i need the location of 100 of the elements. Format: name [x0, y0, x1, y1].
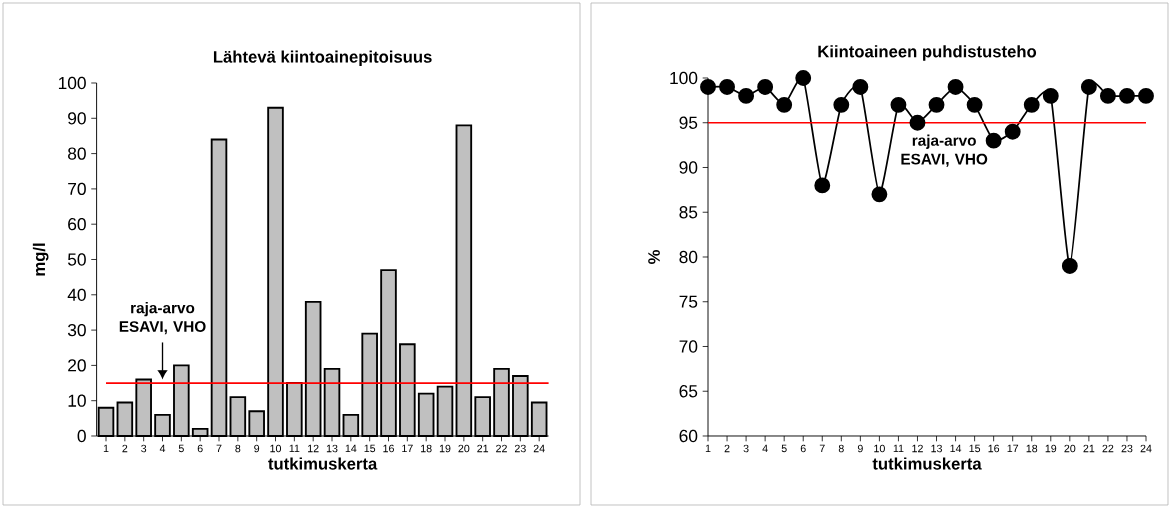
x-tick-label: 18: [421, 444, 432, 453]
x-tick-label: 11: [289, 444, 300, 453]
x-tick-label: 14: [950, 444, 962, 453]
point: [1023, 96, 1040, 113]
point: [814, 177, 831, 194]
x-tick-label: 21: [477, 444, 489, 453]
x-tick-label: 1: [103, 444, 109, 453]
point: [890, 96, 907, 113]
y-tick-label: 50: [67, 253, 86, 266]
x-tick-label: 23: [1121, 444, 1133, 453]
y-axis-title: mg/l: [32, 243, 49, 276]
x-tick-label: 12: [912, 444, 923, 453]
y-tick-label: 95: [679, 116, 698, 129]
x-tick-label: 16: [988, 444, 1000, 453]
x-tick-label: 5: [781, 444, 787, 453]
y-tick-label: 80: [68, 147, 86, 160]
y-axis-title: %: [648, 250, 660, 264]
point: [928, 96, 945, 113]
point: [795, 70, 812, 86]
x-tick-label: 22: [1102, 444, 1114, 453]
point: [1099, 87, 1116, 104]
point: [719, 79, 735, 95]
x-tick-label: 10: [270, 444, 282, 453]
point: [833, 96, 850, 113]
point: [776, 96, 793, 113]
y-tick-label: 10: [68, 394, 86, 407]
x-tick-label: 24: [1140, 444, 1152, 453]
point: [852, 79, 869, 95]
x-tick-label: 13: [931, 444, 942, 453]
x-tick-label: 9: [254, 444, 260, 453]
y-tick-label: 30: [67, 323, 86, 337]
point: [1004, 123, 1021, 140]
y-tick-label: 80: [679, 250, 698, 264]
x-tick-label: 4: [762, 444, 768, 453]
y-tick-label: 70: [679, 340, 698, 353]
x-tick-label: 7: [216, 444, 222, 453]
x-tick-label: 16: [383, 444, 394, 453]
y-tick-label: 0: [77, 429, 86, 443]
x-tick-label: 19: [439, 444, 451, 453]
y-tick-label: 60: [679, 429, 698, 443]
x-tick-label: 21: [1083, 444, 1095, 453]
x-tick-label: 4: [159, 444, 166, 453]
y-tick-label: 75: [679, 295, 698, 308]
x-tick-label: 19: [1045, 444, 1057, 453]
x-tick-label: 2: [122, 444, 128, 453]
x-tick-label: 11: [893, 444, 904, 453]
point: [985, 132, 1002, 149]
x-tick-label: 3: [743, 444, 749, 453]
x-tick-label: 13: [326, 444, 338, 453]
y-tick-label: 70: [68, 182, 86, 196]
point: [966, 96, 983, 113]
y-tick-label: 100: [58, 76, 86, 90]
x-tick-label: 10: [874, 444, 885, 453]
point: [757, 79, 774, 95]
x-tick-label: 9: [857, 444, 863, 453]
point: [738, 87, 755, 104]
x-tick-label: 2: [724, 444, 730, 453]
point: [1080, 79, 1097, 95]
point: [1138, 87, 1154, 104]
x-tick-label: 17: [1007, 444, 1019, 453]
x-tick-label: 14: [345, 444, 357, 453]
y-tick-label: 90: [68, 112, 86, 125]
x-tick-label: 5: [178, 444, 184, 453]
x-tick-label: 1: [705, 444, 711, 453]
annotation: raja-arvo ESAVI, VHO: [119, 302, 206, 335]
x-tick-label: 3: [141, 444, 147, 453]
y-tick-label: 20: [68, 359, 86, 372]
x-tick-label: 6: [197, 444, 203, 453]
point: [909, 114, 926, 131]
x-tick-label: 18: [1026, 444, 1038, 453]
x-tick-label: 24: [533, 444, 545, 453]
ref-line-label: raja-arvo ESAVI, VHO: [901, 134, 988, 167]
chart-title: Kiintoaineen puhdistusteho: [818, 45, 1037, 61]
x-axis-title: tutkimuskerta: [268, 457, 378, 470]
y-tick-label: 100: [670, 71, 698, 85]
x-tick-label: 17: [402, 444, 413, 453]
point: [1042, 87, 1059, 104]
x-tick-label: 15: [364, 444, 376, 453]
chart-title: Lähtevä kiintoainepitoisuus: [213, 50, 432, 67]
y-tick-label: 40: [67, 288, 86, 301]
x-tick-label: 8: [235, 444, 241, 453]
y-tick-label: 85: [679, 206, 698, 219]
x-tick-label: 15: [969, 444, 981, 453]
x-tick-label: 8: [838, 444, 844, 453]
x-tick-label: 6: [800, 444, 806, 453]
y-tick-label: 65: [679, 385, 698, 398]
point: [700, 79, 716, 95]
x-tick-label: 20: [458, 444, 470, 453]
x-tick-label: 23: [514, 444, 526, 453]
x-tick-label: 12: [308, 444, 319, 453]
y-tick-label: 60: [68, 218, 86, 231]
x-axis-title: tutkimuskerta: [872, 457, 982, 470]
point: [871, 186, 888, 203]
point: [947, 79, 964, 95]
point: [1119, 87, 1135, 104]
x-tick-label: 7: [819, 444, 825, 453]
x-tick-label: 22: [496, 444, 507, 453]
y-tick-label: 90: [679, 161, 698, 174]
x-tick-label: 20: [1064, 444, 1076, 453]
point: [1061, 258, 1078, 274]
